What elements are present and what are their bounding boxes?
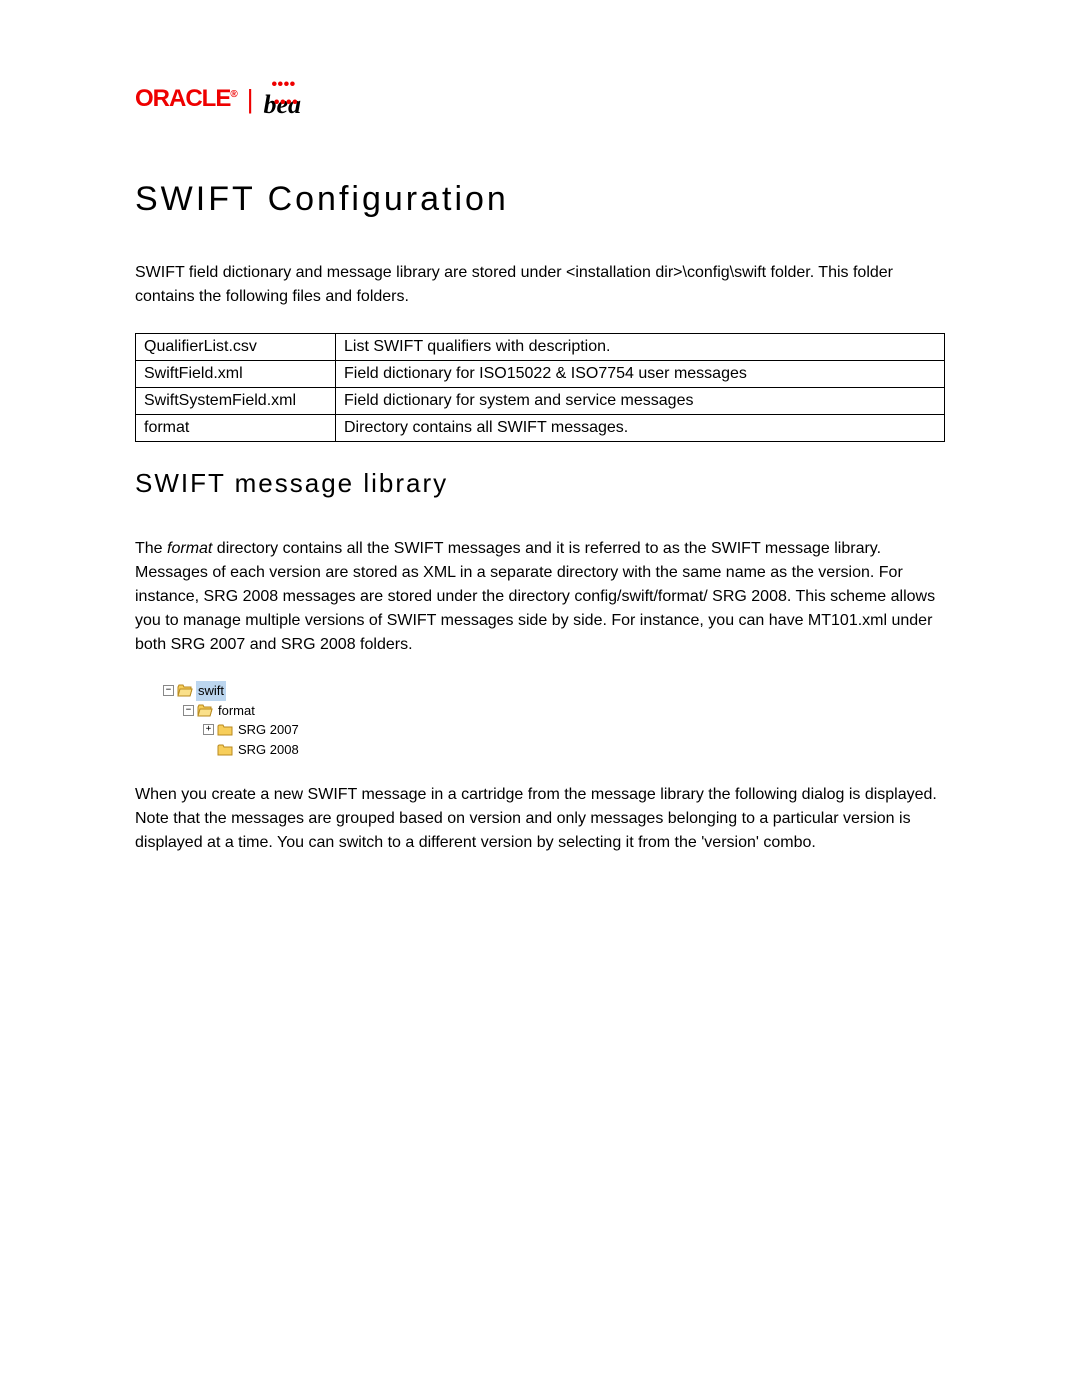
table-row: SwiftSystemField.xml Field dictionary fo… [136, 388, 945, 415]
para2-em: format [167, 540, 212, 557]
page-title: SWIFT Configuration [135, 180, 945, 219]
oracle-logo: ORACLE® [135, 85, 237, 113]
tree-label-format: format [216, 701, 257, 721]
folder-open-icon [177, 684, 193, 697]
file-desc-cell: List SWIFT qualifiers with description. [336, 334, 945, 361]
bea-dots-icon: • • • • • • • • [271, 76, 295, 112]
folder-closed-icon [217, 743, 233, 756]
tree-label-swift: swift [196, 681, 226, 701]
tree-node-swift[interactable]: − swift [163, 681, 945, 701]
tree-label-srg2008: SRG 2008 [236, 740, 301, 760]
oracle-logo-text: ORACLE [135, 85, 230, 112]
oracle-reg-mark: ® [230, 89, 236, 100]
folder-open-icon [197, 704, 213, 717]
bea-logo: • • • • • • • • bea [263, 78, 301, 120]
folder-tree: − swift − format + SRG 2007 SRG 2008 [163, 681, 945, 759]
table-row: SwiftField.xml Field dictionary for ISO1… [136, 361, 945, 388]
file-desc-cell: Directory contains all SWIFT messages. [336, 415, 945, 442]
file-desc-cell: Field dictionary for system and service … [336, 388, 945, 415]
tree-node-format[interactable]: − format [183, 701, 945, 721]
table-row: QualifierList.csv List SWIFT qualifiers … [136, 334, 945, 361]
expand-icon[interactable]: + [203, 724, 214, 735]
file-name-cell: SwiftSystemField.xml [136, 388, 336, 415]
logo-row: ORACLE® | • • • • • • • • bea [135, 78, 945, 120]
para2-pre: The [135, 540, 167, 557]
expander-spacer [203, 744, 214, 755]
file-name-cell: QualifierList.csv [136, 334, 336, 361]
folder-closed-icon [217, 723, 233, 736]
tree-node-srg2008[interactable]: SRG 2008 [203, 740, 945, 760]
collapse-icon[interactable]: − [183, 705, 194, 716]
file-desc-cell: Field dictionary for ISO15022 & ISO7754 … [336, 361, 945, 388]
tree-node-srg2007[interactable]: + SRG 2007 [203, 720, 945, 740]
file-name-cell: SwiftField.xml [136, 361, 336, 388]
library-paragraph: The format directory contains all the SW… [135, 537, 945, 657]
section-title: SWIFT message library [135, 468, 945, 499]
collapse-icon[interactable]: − [163, 685, 174, 696]
tree-label-srg2007: SRG 2007 [236, 720, 301, 740]
dialog-paragraph: When you create a new SWIFT message in a… [135, 783, 945, 855]
para2-post: directory contains all the SWIFT message… [135, 540, 935, 653]
logo-separator: | [247, 84, 254, 115]
file-name-cell: format [136, 415, 336, 442]
table-row: format Directory contains all SWIFT mess… [136, 415, 945, 442]
intro-paragraph: SWIFT field dictionary and message libra… [135, 261, 945, 309]
files-table: QualifierList.csv List SWIFT qualifiers … [135, 333, 945, 442]
